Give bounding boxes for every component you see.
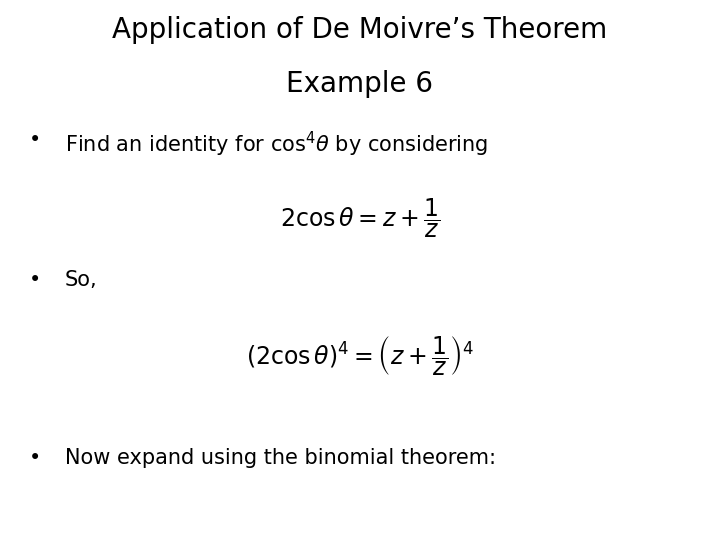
Text: Find an identity for $\cos^4\!\theta$ by considering: Find an identity for $\cos^4\!\theta$ by…	[65, 130, 488, 159]
Text: •: •	[29, 270, 41, 290]
Text: •: •	[29, 130, 41, 150]
Text: Example 6: Example 6	[287, 70, 433, 98]
Text: $\left(2\cos\theta\right)^4 = \left(z + \dfrac{1}{z}\right)^4$: $\left(2\cos\theta\right)^4 = \left(z + …	[246, 335, 474, 378]
Text: Now expand using the binomial theorem:: Now expand using the binomial theorem:	[65, 448, 496, 468]
Text: $2\cos\theta = z + \dfrac{1}{z}$: $2\cos\theta = z + \dfrac{1}{z}$	[280, 197, 440, 240]
Text: •: •	[29, 448, 41, 468]
Text: Application of De Moivre’s Theorem: Application of De Moivre’s Theorem	[112, 16, 608, 44]
Text: So,: So,	[65, 270, 97, 290]
